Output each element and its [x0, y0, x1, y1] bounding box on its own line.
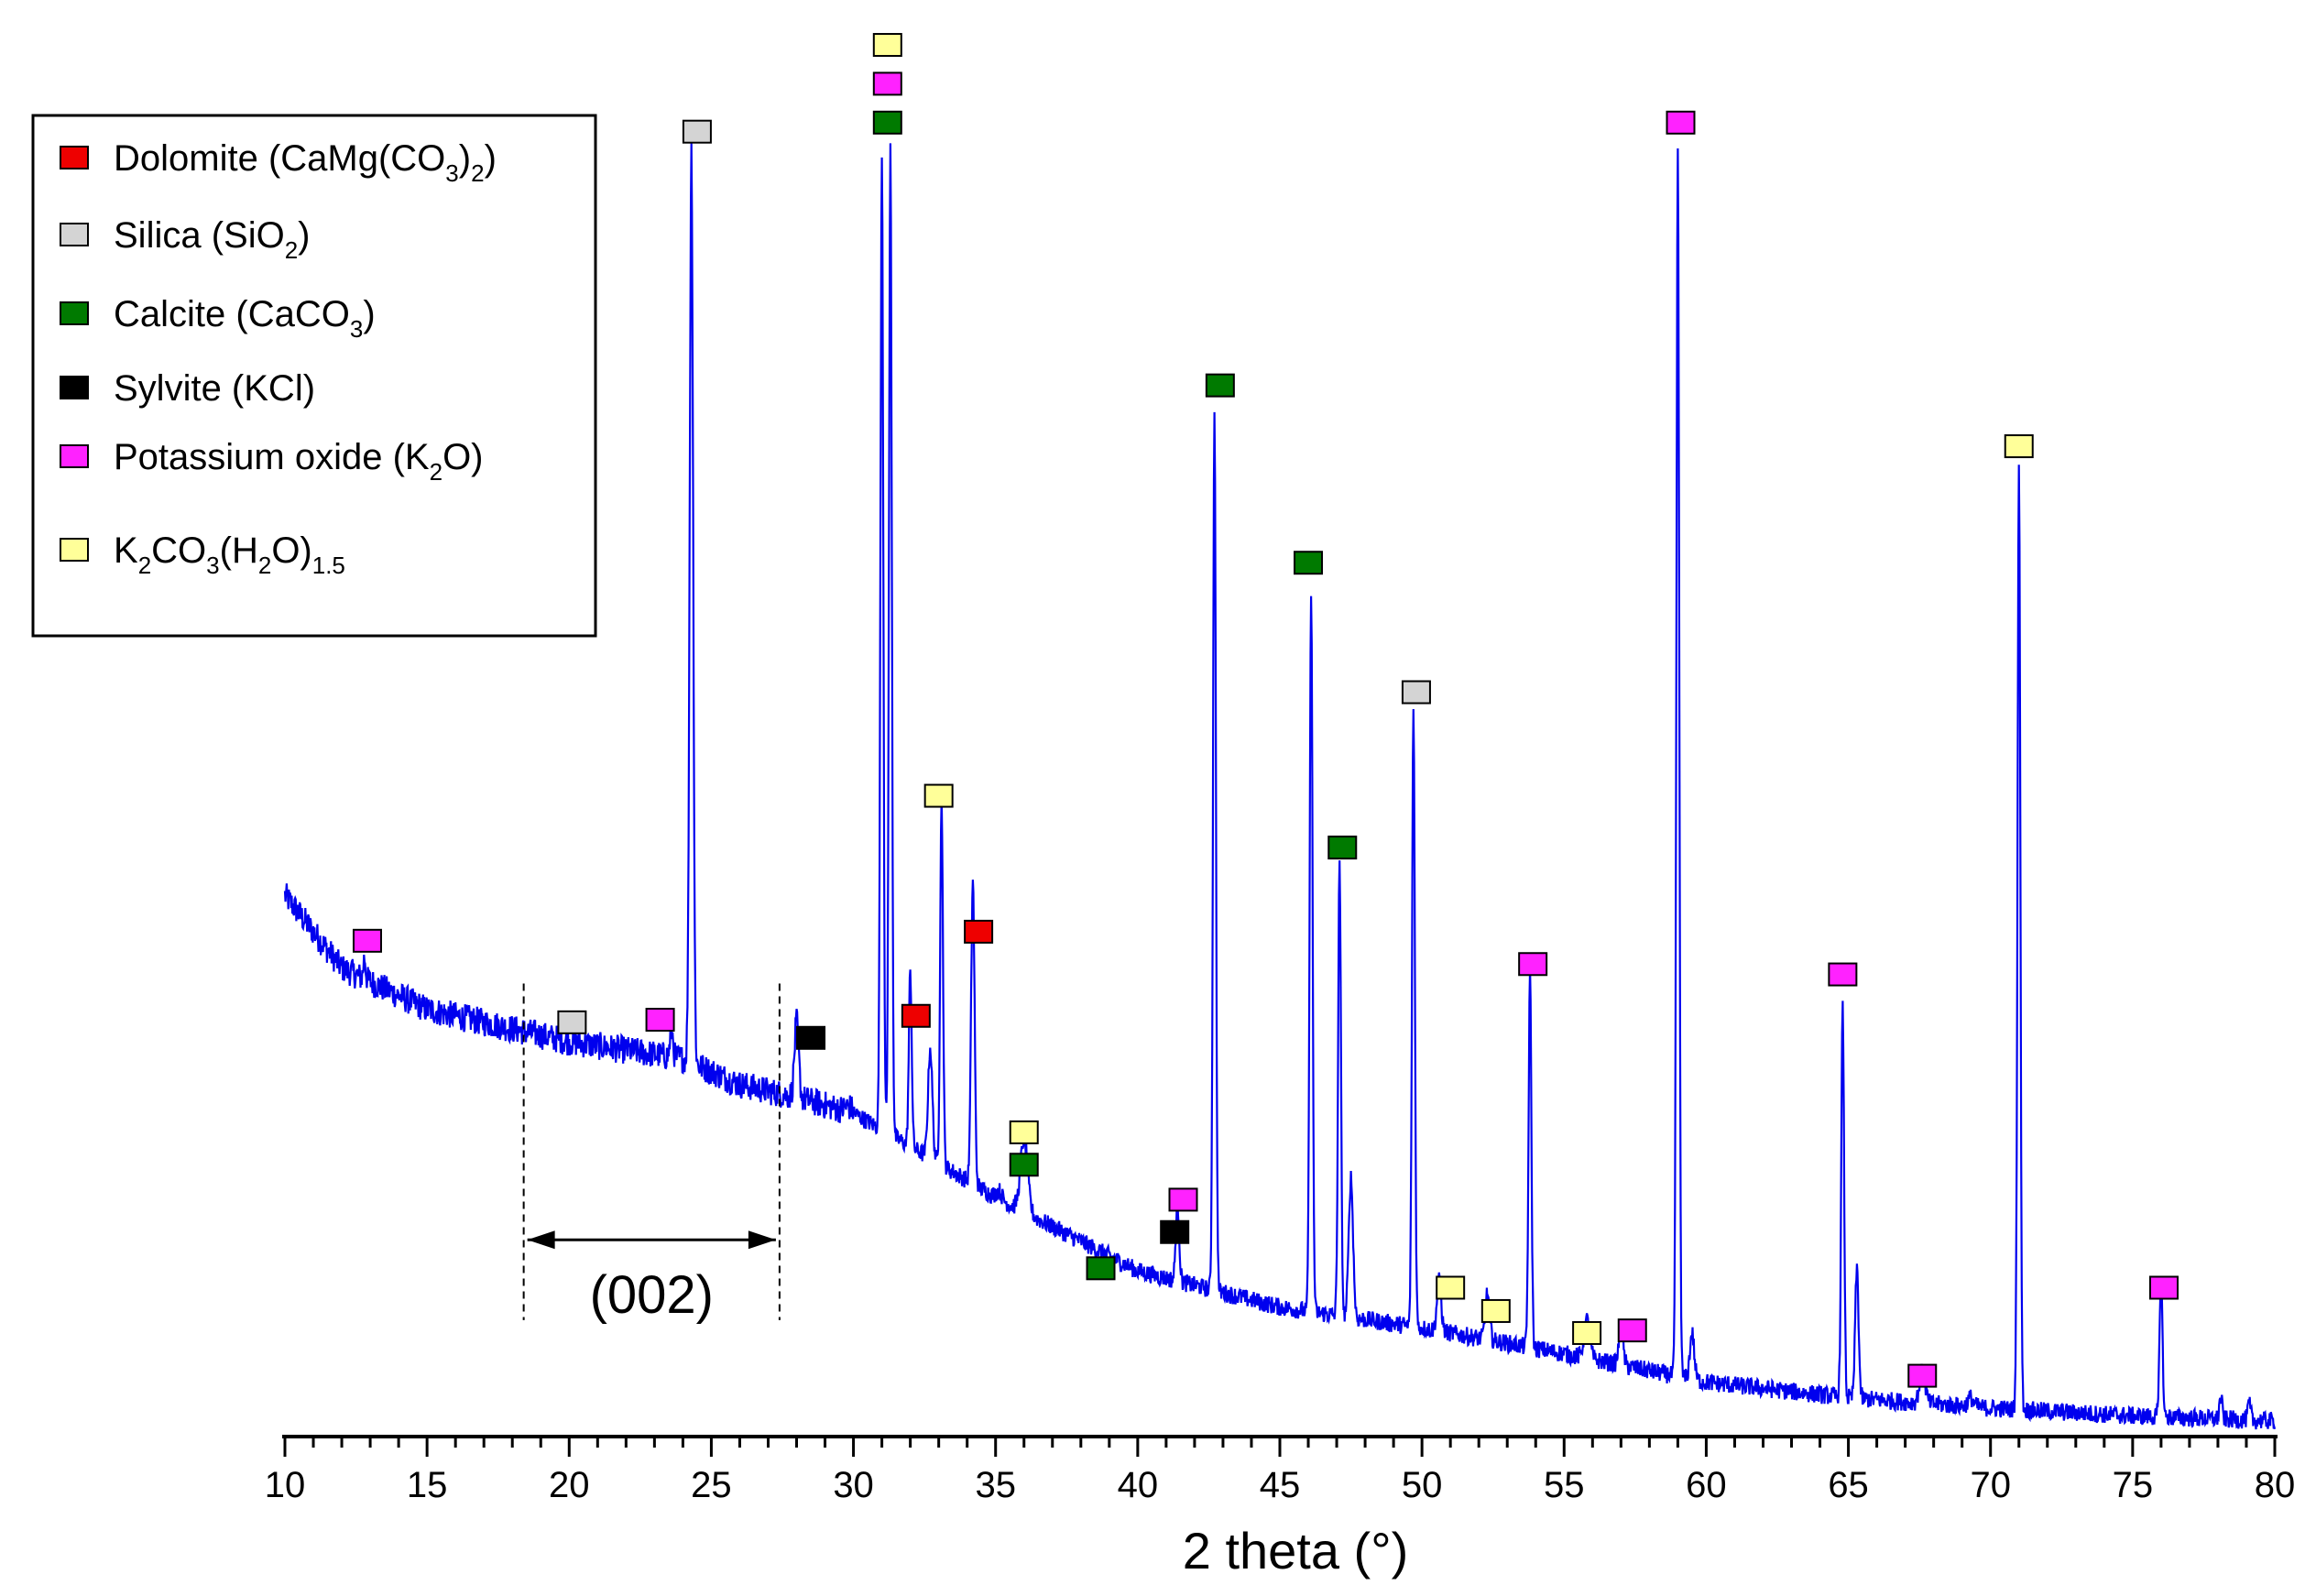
peak-marker-k2co3	[872, 33, 902, 58]
peak-marker-k2o	[2148, 1275, 2179, 1300]
peak-marker-k2o	[1907, 1363, 1938, 1388]
annotation-002: (002)	[522, 983, 781, 1325]
peak-marker-k2co3	[2004, 434, 2034, 459]
peak-marker-calcite	[1086, 1256, 1116, 1281]
x-tick-label: 45	[1260, 1465, 1301, 1505]
legend-swatch-k2o	[60, 444, 89, 468]
legend-box	[31, 114, 597, 638]
peak-marker-silica	[557, 1010, 587, 1034]
legend-label-k2o: Potassium oxide (K2O)	[114, 437, 484, 486]
legend-label-silica: Silica (SiO2)	[114, 215, 311, 264]
legend-swatch-dolomite	[60, 146, 89, 169]
annotation-arrow-head-left	[527, 1230, 555, 1250]
annotation-arrow-head-right	[748, 1230, 776, 1250]
x-tick-label: 35	[975, 1465, 1016, 1505]
peak-marker-k2o	[1666, 110, 1696, 135]
peak-marker-k2co3	[1436, 1275, 1466, 1300]
peak-marker-k2o	[872, 71, 902, 96]
peak-marker-sylvite	[1160, 1219, 1190, 1244]
x-tick-label: 65	[1828, 1465, 1869, 1505]
legend: Dolomite (CaMg(CO3)2) Silica (SiO2) Calcit…	[31, 114, 597, 638]
x-tick-label: 20	[549, 1465, 590, 1505]
peak-marker-calcite	[1327, 836, 1358, 860]
x-tick-label: 50	[1402, 1465, 1443, 1505]
peak-marker-k2co3	[923, 783, 954, 808]
legend-swatch-sylvite	[60, 376, 89, 399]
peak-marker-sylvite	[796, 1025, 826, 1050]
x-tick-label: 25	[691, 1465, 732, 1505]
peak-marker-k2co3	[1009, 1120, 1039, 1144]
x-axis-title: 2 theta (°)	[1183, 1522, 1409, 1580]
x-tick-label: 30	[833, 1465, 874, 1505]
x-tick-label: 10	[265, 1465, 306, 1505]
xrd-series-line	[283, 142, 2277, 1430]
peak-marker-silica	[1401, 680, 1431, 705]
x-tick-label: 75	[2113, 1465, 2154, 1505]
peak-marker-dolomite	[901, 1003, 931, 1028]
peak-marker-k2o	[1518, 952, 1548, 977]
annotation-label: (002)	[590, 1265, 714, 1325]
peak-marker-k2o	[352, 928, 382, 953]
peak-marker-calcite	[872, 110, 902, 135]
peak-marker-k2o	[1168, 1187, 1198, 1212]
peak-marker-k2co3	[1480, 1298, 1511, 1323]
peak-marker-calcite	[1205, 373, 1235, 398]
peak-marker-silica	[682, 119, 712, 144]
legend-label-sylvite: Sylvite (KCl)	[114, 368, 315, 409]
x-tick-label: 70	[1970, 1465, 2011, 1505]
legend-swatch-silica	[60, 223, 89, 246]
legend-swatch-calcite	[60, 301, 89, 325]
peak-marker-calcite	[1294, 551, 1324, 575]
peak-marker-k2o	[645, 1008, 675, 1033]
peak-marker-k2o	[1828, 962, 1858, 987]
peak-marker-calcite	[1009, 1153, 1039, 1177]
legend-label-dolomite: Dolomite (CaMg(CO3)2)	[114, 138, 497, 187]
peak-marker-k2o	[1617, 1318, 1647, 1343]
legend-swatch-k2co3	[60, 538, 89, 562]
x-tick-label: 15	[407, 1465, 448, 1505]
x-tick-label: 40	[1118, 1465, 1159, 1505]
legend-label-calcite: Calcite (CaCO3)	[114, 294, 376, 343]
x-tick-label: 60	[1686, 1465, 1727, 1505]
peak-marker-k2co3	[1572, 1320, 1602, 1345]
peak-marker-dolomite	[964, 919, 994, 944]
plot-area	[283, 33, 2277, 1430]
legend-label-k2co3: K2CO3(H2O)1.5	[114, 530, 345, 579]
x-tick-label: 55	[1544, 1465, 1585, 1505]
x-axis: 10 15 20 25 30 35 40 45 50 55 60 65 70 75 80	[265, 1435, 2296, 1505]
x-tick-label: 80	[2255, 1465, 2296, 1505]
